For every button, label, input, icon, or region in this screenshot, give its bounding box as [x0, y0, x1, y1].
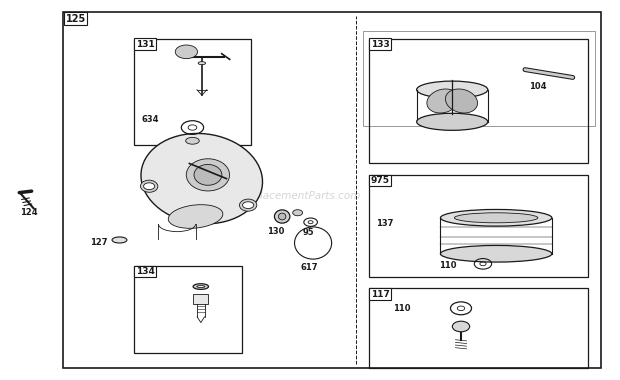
- Circle shape: [293, 210, 303, 216]
- Text: 975: 975: [371, 176, 389, 185]
- Bar: [63, 12, 601, 368]
- Text: 104: 104: [529, 82, 547, 90]
- Ellipse shape: [141, 180, 158, 192]
- Text: 634: 634: [141, 115, 159, 124]
- Text: 137: 137: [376, 219, 394, 228]
- Ellipse shape: [185, 138, 199, 144]
- Ellipse shape: [440, 245, 552, 262]
- Text: 130: 130: [267, 226, 284, 236]
- Bar: [363, 31, 595, 126]
- Text: 127: 127: [91, 238, 108, 247]
- Ellipse shape: [278, 213, 286, 220]
- Ellipse shape: [198, 62, 206, 65]
- Bar: [369, 38, 588, 163]
- Text: 4ReplacementParts.com: 4ReplacementParts.com: [234, 191, 361, 201]
- Ellipse shape: [417, 113, 488, 130]
- Text: 617: 617: [301, 263, 318, 271]
- Text: 133: 133: [371, 40, 389, 49]
- Text: 117: 117: [371, 290, 389, 299]
- Ellipse shape: [193, 284, 208, 290]
- Text: 110: 110: [394, 304, 411, 313]
- Ellipse shape: [417, 81, 488, 98]
- Ellipse shape: [112, 237, 127, 243]
- Text: 125: 125: [66, 14, 86, 24]
- Circle shape: [453, 321, 470, 332]
- Circle shape: [242, 202, 254, 209]
- Bar: [193, 294, 208, 304]
- Ellipse shape: [275, 210, 290, 223]
- Circle shape: [144, 183, 155, 190]
- Bar: [369, 175, 588, 277]
- Bar: [369, 288, 588, 368]
- Text: 95: 95: [303, 228, 314, 238]
- Text: 110: 110: [439, 261, 456, 270]
- Text: 124: 124: [20, 207, 38, 217]
- Ellipse shape: [440, 209, 552, 226]
- Ellipse shape: [186, 159, 229, 191]
- Circle shape: [175, 45, 198, 59]
- Ellipse shape: [427, 89, 459, 113]
- Ellipse shape: [197, 286, 205, 288]
- Ellipse shape: [445, 89, 477, 113]
- Ellipse shape: [194, 165, 222, 185]
- Ellipse shape: [168, 205, 223, 228]
- Text: 131: 131: [136, 40, 154, 49]
- Bar: [134, 38, 251, 144]
- Ellipse shape: [239, 199, 257, 211]
- Ellipse shape: [454, 213, 538, 223]
- Text: 134: 134: [136, 267, 154, 276]
- Bar: [134, 266, 242, 353]
- Ellipse shape: [141, 133, 262, 224]
